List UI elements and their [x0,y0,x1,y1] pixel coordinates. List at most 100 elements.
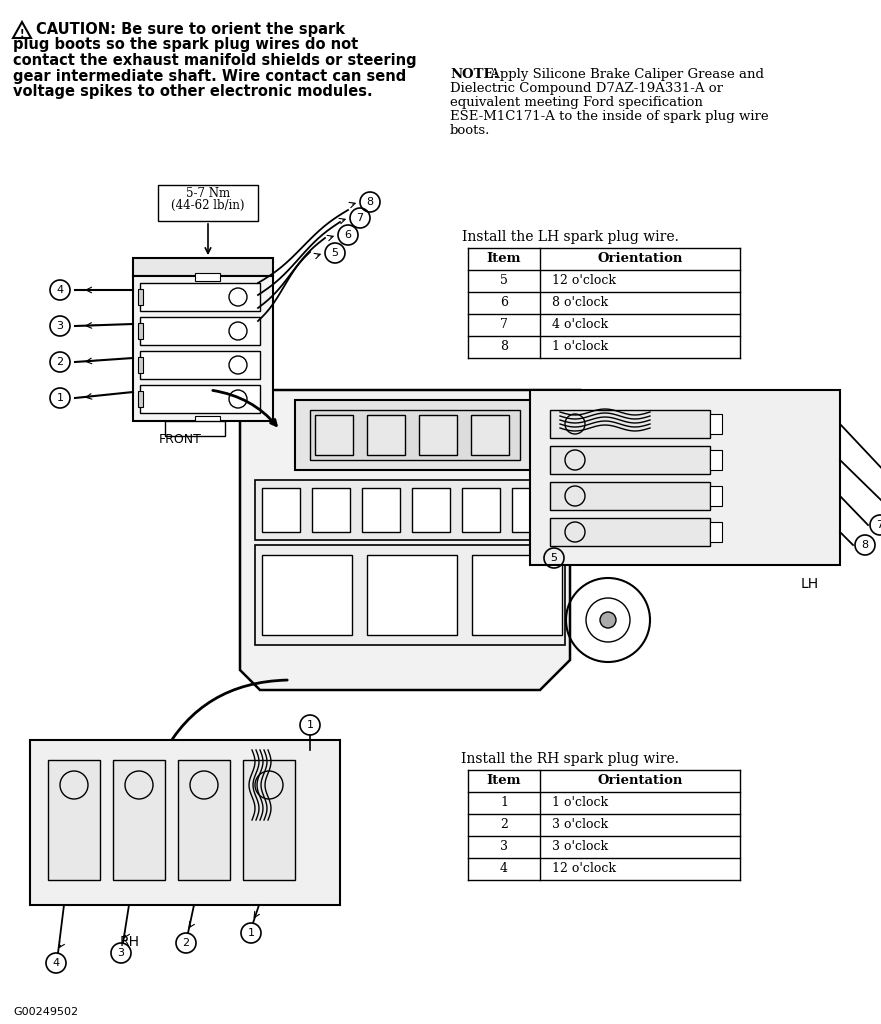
Text: 7: 7 [877,520,881,530]
Text: 8: 8 [500,341,508,353]
Text: CAUTION: Be sure to orient the spark: CAUTION: Be sure to orient the spark [36,22,345,37]
Bar [138,323,143,339]
Bar [113,760,165,880]
Text: 1: 1 [500,797,508,810]
Text: 5: 5 [331,248,338,258]
Text: 3: 3 [56,321,63,331]
Text: 12 o'clock: 12 o'clock [552,862,616,876]
Bar [255,480,565,540]
Text: Orientation: Orientation [597,774,683,787]
Text: 8: 8 [862,540,869,550]
Bar [419,415,457,455]
Text: 7: 7 [500,318,508,332]
Text: 6: 6 [500,297,508,309]
Text: 1: 1 [56,393,63,403]
Bar [165,421,225,436]
Text: NOTE:: NOTE: [450,68,499,81]
Text: 1: 1 [307,720,314,730]
Text: !: ! [19,29,25,39]
Circle shape [600,612,616,628]
Text: 2: 2 [56,357,63,367]
Bar [140,385,260,413]
Bar [550,446,710,474]
Bar [550,518,710,546]
Polygon shape [240,390,620,690]
Text: 2: 2 [500,818,508,831]
Bar [133,258,273,276]
Bar [140,351,260,379]
Text: (44-62 lb/in): (44-62 lb/in) [171,199,245,212]
Text: boots.: boots. [450,124,491,137]
Text: 4: 4 [500,862,508,876]
Bar [295,400,535,470]
Text: Install the RH spark plug wire.: Install the RH spark plug wire. [461,752,679,766]
Text: 5: 5 [551,553,558,563]
Text: voltage spikes to other electronic modules.: voltage spikes to other electronic modul… [13,84,373,99]
Text: gear intermediate shaft. Wire contact can send: gear intermediate shaft. Wire contact ca… [13,69,406,84]
Text: FRONT: FRONT [159,433,202,446]
Bar [471,415,509,455]
Bar [472,555,562,635]
Text: 1 o'clock: 1 o'clock [552,341,608,353]
Bar [48,760,100,880]
Text: 8: 8 [366,197,374,207]
Text: plug boots so the spark plug wires do not: plug boots so the spark plug wires do no… [13,38,359,52]
Text: Orientation: Orientation [597,253,683,265]
Bar [138,391,143,407]
Text: 2: 2 [182,938,189,948]
Bar [315,415,353,455]
Bar [710,414,722,434]
Text: G00249502: G00249502 [13,1007,78,1017]
Text: 1 o'clock: 1 o'clock [552,797,608,810]
Bar [412,488,450,532]
Bar [550,482,710,510]
Bar [133,276,273,421]
Bar [262,488,300,532]
Bar [158,185,258,221]
Text: ESE-M1C171-A to the inside of spark plug wire: ESE-M1C171-A to the inside of spark plug… [450,110,768,123]
Bar [312,488,350,532]
Bar [140,317,260,345]
Text: RH: RH [120,935,140,949]
Bar [195,273,220,281]
Bar [262,555,352,635]
Bar [710,450,722,470]
Text: LH: LH [801,577,819,591]
Text: Dielectric Compound D7AZ-19A331-A or: Dielectric Compound D7AZ-19A331-A or [450,82,723,95]
Bar [362,488,400,532]
Text: 12 o'clock: 12 o'clock [552,274,616,288]
Text: Item: Item [486,774,522,787]
Text: 5-7 Nm: 5-7 Nm [186,187,230,200]
Bar [462,488,500,532]
Bar [178,760,230,880]
Bar [255,545,565,645]
Bar [243,760,295,880]
Text: Apply Silicone Brake Caliper Grease and: Apply Silicone Brake Caliper Grease and [486,68,764,81]
Bar [310,410,520,460]
Bar [195,416,220,424]
Bar [550,410,710,438]
Text: equivalent meeting Ford specification: equivalent meeting Ford specification [450,96,703,109]
Text: 3: 3 [500,841,508,853]
Bar [138,289,143,305]
Text: 1: 1 [248,928,255,938]
Bar [710,486,722,506]
Text: 4: 4 [56,285,63,295]
Text: Install the LH spark plug wire.: Install the LH spark plug wire. [462,230,678,244]
Bar [367,555,457,635]
Text: 4: 4 [53,958,60,968]
Text: Item: Item [486,253,522,265]
Bar [140,283,260,311]
Bar [138,357,143,373]
Bar [512,488,550,532]
Bar [367,415,405,455]
Text: 7: 7 [357,213,364,223]
Text: 4 o'clock: 4 o'clock [552,318,608,332]
Text: contact the exhaust manifold shields or steering: contact the exhaust manifold shields or … [13,53,417,68]
Text: 3 o'clock: 3 o'clock [552,818,608,831]
Bar [710,522,722,542]
Text: 3: 3 [117,948,124,958]
Text: 3 o'clock: 3 o'clock [552,841,608,853]
Text: 6: 6 [344,230,352,240]
Bar [530,390,840,565]
